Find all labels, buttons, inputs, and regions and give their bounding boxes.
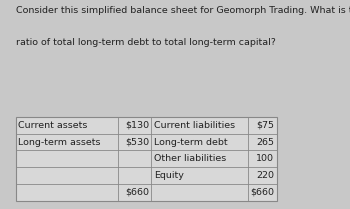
Bar (248, 134, 276, 150)
Bar (152, 184, 248, 201)
Bar (152, 167, 248, 184)
Bar (118, 134, 152, 150)
Text: Long-term assets: Long-term assets (18, 138, 101, 147)
Text: Current assets: Current assets (18, 121, 88, 130)
Text: Long-term debt: Long-term debt (154, 138, 228, 147)
Bar (118, 184, 152, 201)
Text: $130: $130 (125, 121, 149, 130)
Bar (118, 167, 152, 184)
Bar (16, 150, 118, 167)
Bar (152, 117, 248, 134)
Text: $660: $660 (250, 188, 274, 197)
Text: Consider this simplified balance sheet for Geomorph Trading. What is the: Consider this simplified balance sheet f… (16, 6, 350, 15)
Bar (16, 117, 118, 134)
Text: $530: $530 (125, 138, 149, 147)
Bar (152, 150, 248, 167)
Text: $660: $660 (125, 188, 149, 197)
Text: Equity: Equity (154, 171, 184, 180)
Bar (118, 117, 152, 134)
Text: Current liabilities: Current liabilities (154, 121, 235, 130)
Bar (248, 167, 276, 184)
Text: Other liabilities: Other liabilities (154, 154, 226, 163)
Text: ratio of total long-term debt to total long-term capital?: ratio of total long-term debt to total l… (16, 38, 276, 47)
Bar (16, 167, 118, 184)
Bar (16, 134, 118, 150)
Bar (248, 184, 276, 201)
Bar (16, 117, 276, 201)
Text: 265: 265 (256, 138, 274, 147)
Bar (152, 134, 248, 150)
Text: 100: 100 (256, 154, 274, 163)
Bar (118, 150, 152, 167)
Bar (248, 117, 276, 134)
Bar (16, 184, 118, 201)
Bar (248, 150, 276, 167)
Text: 220: 220 (256, 171, 274, 180)
Text: $75: $75 (256, 121, 274, 130)
